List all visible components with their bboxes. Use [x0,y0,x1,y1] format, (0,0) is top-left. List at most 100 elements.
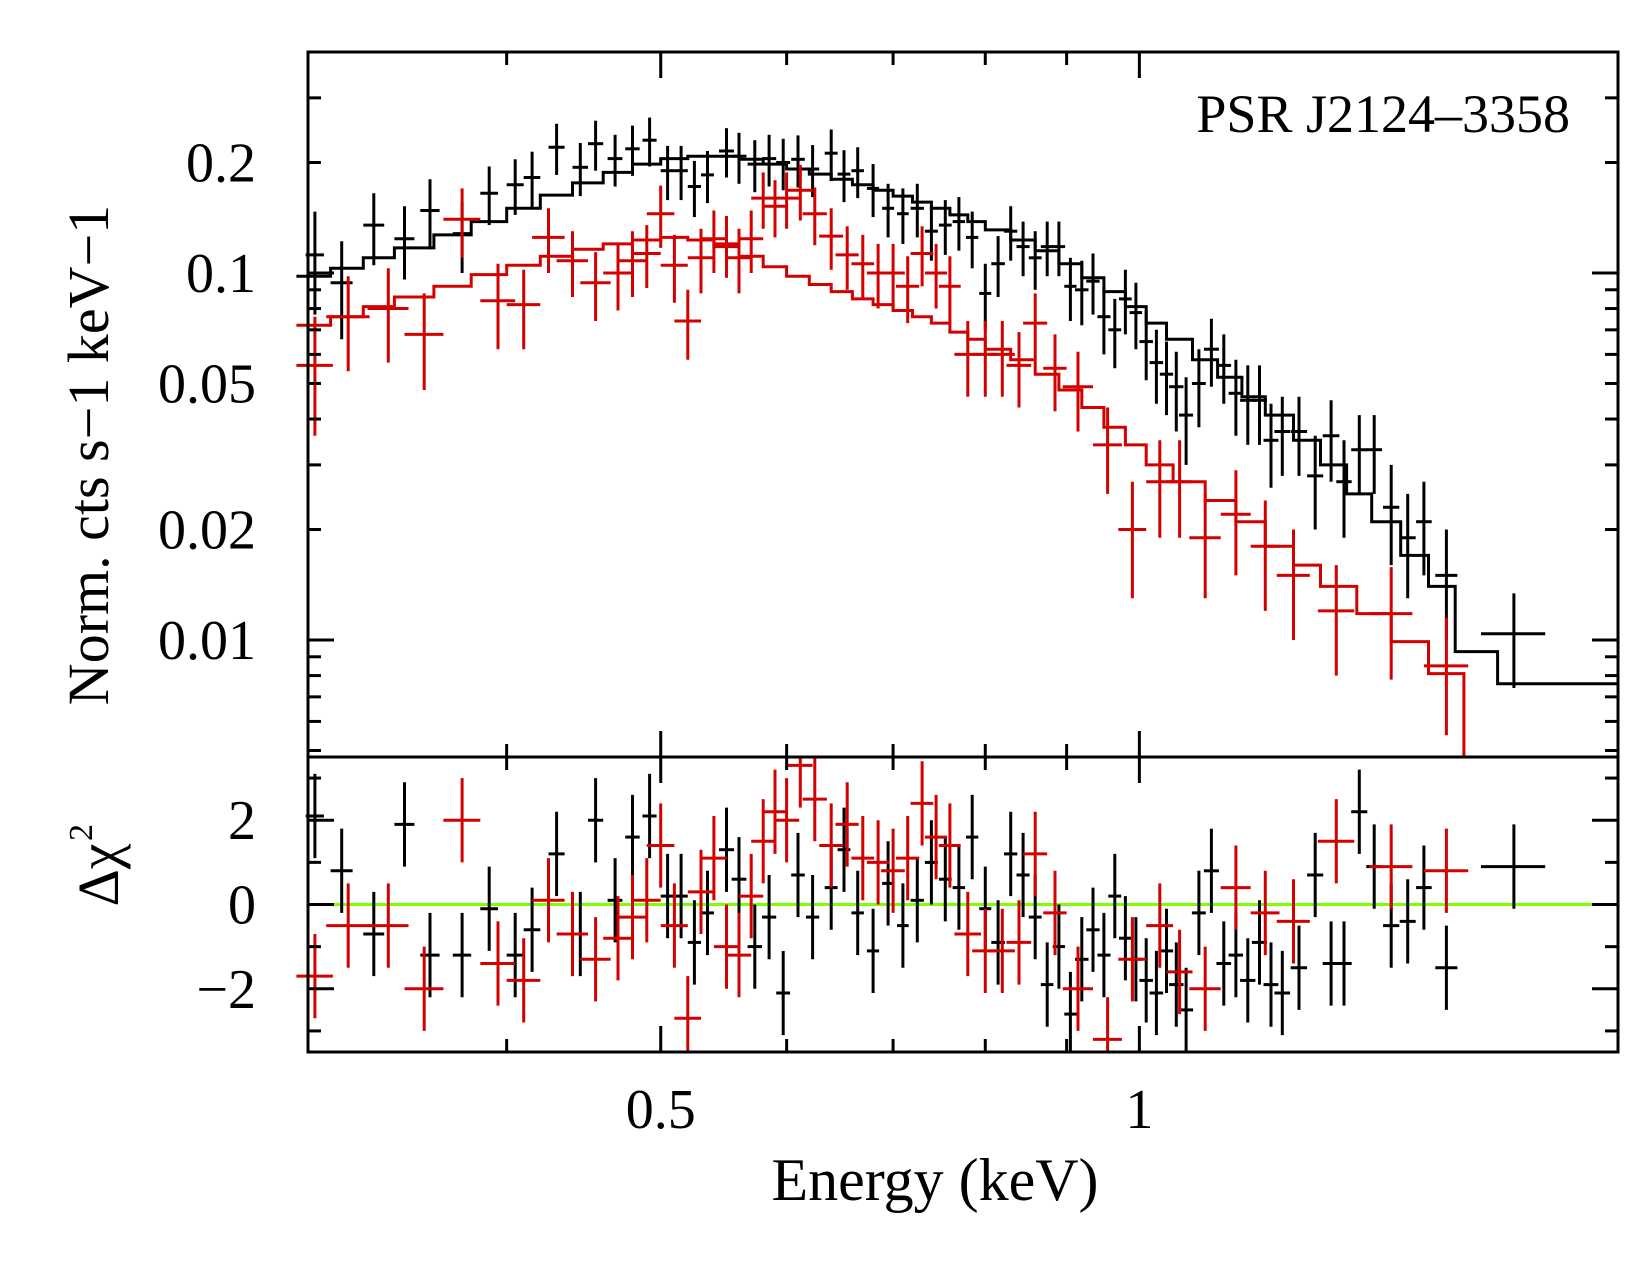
black-residual-point [776,950,791,1036]
red-data-point [1317,565,1355,676]
red-residual-point [580,917,611,1002]
top-panel-frame [306,50,1620,759]
black-data-point [1149,329,1164,404]
black-residual-point [1149,950,1164,1036]
red-data-point [603,242,633,311]
black-data-point [1159,341,1174,416]
red-data-point [938,256,961,324]
black-residual-point [1274,950,1291,1036]
black-data-point [910,183,924,238]
black-residual-point [1416,845,1432,930]
red-data-point [802,187,827,246]
red-residual-point [532,858,565,943]
black-data-point [1139,310,1153,381]
black-residual-point [791,832,805,918]
black-data-point [1052,221,1066,277]
black-residual-point [1307,832,1324,918]
black-data-point [791,135,805,188]
red-residual-point [1043,870,1067,956]
y-tick-label: 0.1 [186,243,256,305]
black-data-point [363,193,385,266]
y-tick-label: 0.05 [158,353,256,415]
red-data-point [326,276,370,372]
red-data-point [506,269,541,350]
red-residual-point [1023,811,1048,897]
residual-y-tick-label: 2 [228,790,256,852]
red-residual-point [404,946,444,1031]
black-data-point [979,263,992,330]
red-data-point [773,172,800,229]
source-annotation: PSR J2124–3358 [1196,84,1570,144]
black-data-point [719,128,734,178]
black-data-point [897,188,909,244]
red-data-point [1189,493,1221,599]
red-residual-point [713,904,739,989]
red-data-point [881,243,905,309]
y-tick-label: 0.01 [158,610,256,672]
black-residual-point [687,900,701,985]
red-residual-point [443,778,481,863]
black-residual-point [1481,824,1546,909]
black-data-point [1040,221,1054,277]
black-data-point [966,211,979,269]
red-data-point [910,226,934,287]
black-residual-point [701,870,714,956]
red-data-point [632,225,661,288]
axis-labels: PSR J2124–3358 Energy (keV) Norm. cts s−… [56,84,1570,1213]
red-residual-point [506,938,541,1023]
red-data-point [701,210,727,273]
red-data-point [1146,440,1174,538]
red-residual-point [866,820,890,905]
black-residual-point [1435,925,1458,1010]
black-residual-point [1159,908,1174,993]
red-data-point [296,316,333,436]
black-data-point [1399,493,1416,599]
red-data-point [1093,407,1122,494]
red-residual-point [1166,929,1193,1015]
black-data-point [731,132,747,184]
black-residual-point [394,782,415,867]
black-residual-point [1179,967,1194,1052]
y-tick-label: 0.02 [158,500,256,562]
red-data-point [1043,334,1067,412]
red-data-point [972,321,999,397]
black-residual-point [1097,912,1111,998]
red-residual-point [1146,883,1174,968]
black-residual-point [330,828,353,913]
red-residual-point [1369,824,1413,909]
black-residual-point [1040,942,1054,1027]
black-residual-point [805,875,820,960]
red-residual-point [819,803,843,888]
black-data-point [480,166,498,226]
red-data-point [618,231,647,297]
red-residual-point [1189,946,1221,1031]
x-axis-label: Energy (keV) [771,1147,1098,1213]
red-residual-point [851,816,875,901]
red-data-point [532,208,565,273]
red-data-point [367,268,409,363]
black-residual-point [1203,828,1219,913]
red-data-point [1166,440,1193,538]
red-residual-point [1093,997,1122,1052]
red-residual-point [660,883,688,968]
red-residual-point [480,921,516,1006]
black-data-point [1351,415,1368,494]
black-data-point [548,123,565,175]
black-data-point [952,197,966,251]
residual-panel [296,757,1618,1052]
red-data-point [1023,293,1048,360]
black-residual-point [731,837,747,922]
black-data-point [991,236,1005,297]
red-data-point [646,185,675,248]
black-residual-point [588,778,604,863]
black-residual-point [1169,942,1184,1027]
black-data-point [1481,593,1546,688]
black-residual-point [1216,921,1232,1006]
black-data-point [882,183,895,238]
black-residual-point [1351,769,1368,854]
black-residual-point [506,912,524,998]
black-data-point [1216,334,1232,404]
red-residual-point [326,883,370,968]
black-data-point [1119,269,1132,335]
